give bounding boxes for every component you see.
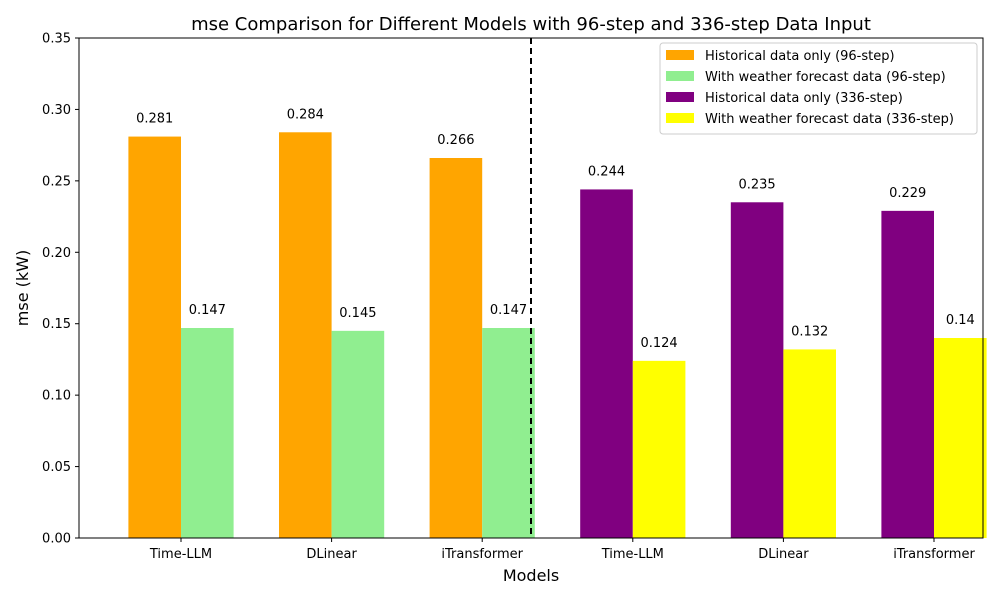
y-tick-label: 0.15 [42, 317, 71, 332]
legend-frame [659, 42, 978, 135]
data-label: 0.124 [640, 336, 677, 351]
data-label: 0.132 [791, 324, 828, 339]
bar [429, 158, 483, 538]
bar [331, 330, 385, 538]
bar [783, 349, 836, 538]
data-label: 0.284 [287, 107, 324, 122]
plot-frame [78, 37, 984, 539]
data-label: 0.145 [339, 306, 376, 321]
x-axis-label: Models [503, 566, 559, 585]
x-tick-label: DLinear [758, 547, 809, 562]
data-label: 0.235 [738, 177, 775, 192]
bar [934, 338, 987, 538]
data-label: 0.147 [490, 303, 527, 318]
x-tick-label: DLinear [306, 547, 357, 562]
value-labels-layer: 0.281 0.284 0.266 0.147 0.145 0.147 0.244 0.235… [136, 107, 975, 351]
bars-layer [128, 132, 987, 539]
data-label: 0.281 [136, 112, 173, 127]
bar [881, 210, 934, 538]
data-label: 0.147 [189, 303, 226, 318]
legend: Historical data only (96-step) With weath… [659, 42, 978, 135]
data-label: 0.244 [588, 164, 625, 179]
legend-swatch [666, 50, 694, 60]
bar [730, 202, 784, 539]
data-label: 0.229 [889, 186, 926, 201]
bar [482, 328, 535, 538]
legend-swatch [666, 92, 694, 102]
y-tick-label: 0.20 [42, 246, 71, 261]
bar [632, 360, 686, 538]
x-tick-label: Time-LLM [149, 547, 212, 562]
x-tick-label: Time-LLM [601, 547, 664, 562]
legend-label: Historical data only (336-step) [705, 91, 903, 106]
chart-title: mse Comparison for Different Models with… [191, 14, 871, 35]
y-tick-label: 0.00 [42, 532, 71, 547]
legend-swatch [666, 113, 694, 123]
legend-label: With weather forecast data (96-step) [705, 70, 946, 85]
bar [279, 132, 332, 539]
data-label: 0.266 [437, 133, 474, 148]
legend-swatch [666, 71, 694, 81]
y-tick-label: 0.05 [42, 460, 71, 475]
y-tick-label: 0.10 [42, 389, 71, 404]
bar [128, 136, 181, 539]
legend-label: With weather forecast data (336-step) [705, 112, 954, 127]
x-axis: Time-LLM DLinear iTransformer Time-LLM DLine… [149, 538, 975, 562]
bar [580, 189, 633, 538]
bar [181, 328, 234, 538]
data-label: 0.14 [946, 313, 975, 328]
x-tick-label: iTransformer [893, 547, 975, 562]
legend-label: Historical data only (96-step) [705, 49, 895, 64]
y-axis-label: mse (kW) [13, 250, 32, 326]
x-tick-label: iTransformer [441, 547, 523, 562]
y-tick-label: 0.35 [42, 32, 71, 47]
y-tick-label: 0.30 [42, 103, 71, 118]
y-tick-label: 0.25 [42, 174, 71, 189]
y-axis: 0.00 0.05 0.10 0.15 0.20 0.25 0.30 0.35 [42, 32, 79, 547]
